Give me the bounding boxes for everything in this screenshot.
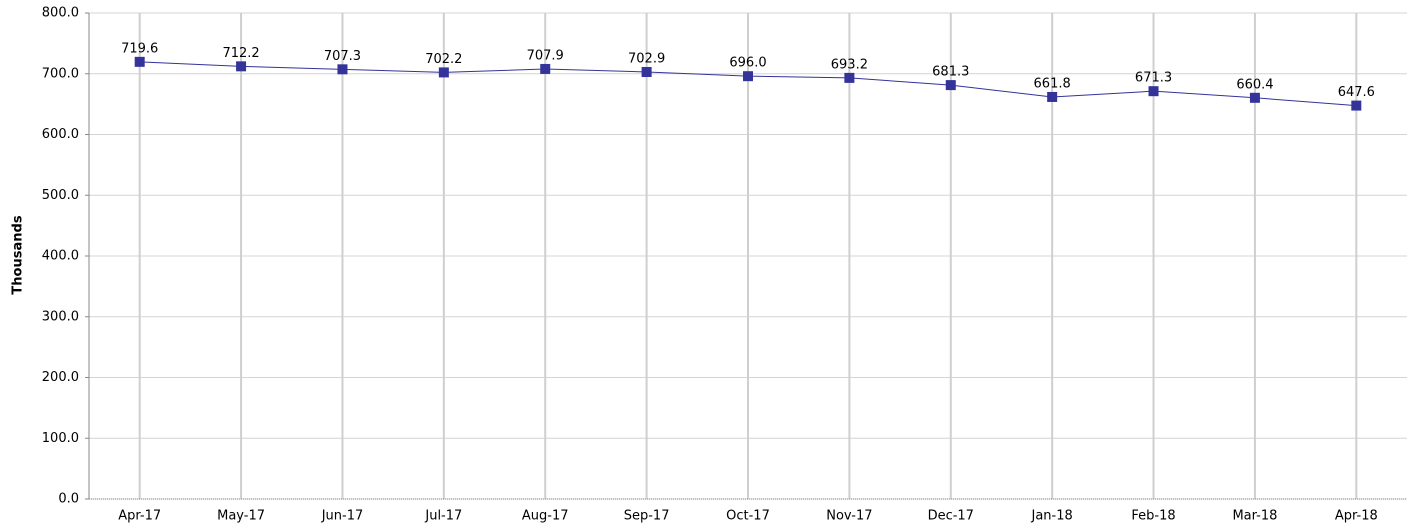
y-tick-label: 200.0: [42, 370, 79, 385]
marker: [945, 80, 956, 91]
x-tick-label: Dec-17: [928, 509, 974, 524]
y-tick-label: 600.0: [42, 127, 79, 142]
x-tick-label: Aug-17: [522, 509, 569, 524]
marker: [540, 63, 551, 74]
marker: [743, 71, 753, 82]
x-tick-label: Apr-17: [118, 509, 161, 524]
data-label: 671.3: [1135, 71, 1172, 86]
marker: [438, 67, 449, 78]
x-tick-label: Apr-18: [1335, 509, 1378, 524]
x-tick-label: Oct-17: [726, 509, 770, 524]
data-label: 693.2: [831, 57, 868, 72]
y-tick-label: 500.0: [42, 188, 79, 203]
x-tick-label: May-17: [217, 509, 265, 524]
x-tick-label: Mar-18: [1232, 509, 1277, 524]
marker: [236, 61, 247, 72]
y-axis-label: Thousands: [11, 215, 26, 294]
marker: [1351, 100, 1362, 111]
x-tick-label: Jan-18: [1031, 509, 1073, 524]
marker: [1148, 86, 1159, 97]
y-tick-label: 700.0: [42, 66, 79, 81]
x-tick-label: Jun-17: [321, 509, 364, 524]
x-tick-label: Nov-17: [826, 509, 872, 524]
marker: [1047, 91, 1058, 102]
y-tick-label: 0.0: [58, 492, 79, 507]
marker: [641, 66, 652, 77]
data-label: 707.3: [324, 49, 361, 64]
x-tick-label: Feb-18: [1131, 509, 1175, 524]
data-label: 719.6: [121, 41, 158, 56]
data-label: 681.3: [932, 65, 969, 80]
y-tick-label: 300.0: [42, 309, 79, 324]
y-tick-label: 800.0: [42, 6, 79, 21]
data-label: 702.9: [628, 51, 665, 66]
y-tick-label: 100.0: [42, 431, 79, 446]
data-label: 702.2: [425, 52, 462, 67]
marker: [337, 64, 348, 75]
marker: [1249, 92, 1260, 103]
data-label: 712.2: [222, 46, 259, 61]
data-label: 707.9: [527, 48, 564, 63]
y-tick-label: 400.0: [42, 249, 79, 264]
data-label: 660.4: [1236, 77, 1273, 92]
x-tick-label: Sep-17: [624, 509, 670, 524]
x-tick-label: Jul-17: [424, 509, 462, 524]
marker: [844, 72, 855, 83]
marker: [134, 56, 145, 67]
data-label: 696.0: [729, 56, 766, 71]
data-label: 647.6: [1338, 85, 1375, 100]
data-label: 661.8: [1034, 76, 1071, 91]
